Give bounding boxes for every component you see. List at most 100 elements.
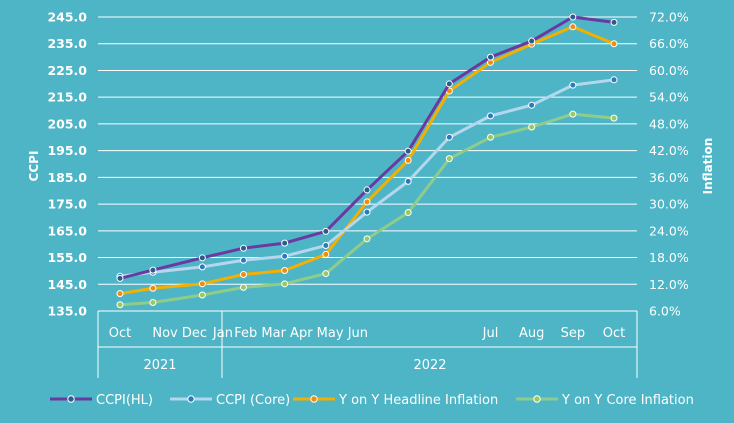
data-point [281, 266, 289, 274]
right-tick-label: 12.0% [649, 277, 689, 292]
legend-marker [533, 395, 541, 403]
data-point [149, 284, 157, 292]
plot-area [116, 13, 618, 309]
data-point [363, 186, 371, 194]
x-tick-label: Feb Mar Apr May Jun [234, 326, 368, 341]
right-tick-label: 18.0% [649, 250, 689, 265]
left-tick-label: 135.0 [47, 304, 87, 319]
right-tick-label: 36.0% [649, 170, 689, 185]
data-point [322, 242, 330, 250]
right-tick-label: 42.0% [649, 143, 689, 158]
data-point [116, 274, 124, 282]
data-point [445, 155, 453, 163]
series-0 [116, 13, 618, 282]
left-tick-label: 205.0 [47, 116, 87, 131]
right-tick-label: 48.0% [649, 116, 689, 131]
data-point [198, 280, 206, 288]
right-tick-label: 72.0% [649, 10, 689, 25]
right-tick-label: 60.0% [649, 63, 689, 78]
data-point [363, 208, 371, 216]
x-tick-label: Jul [482, 326, 499, 341]
data-point [149, 266, 157, 274]
data-point [610, 18, 618, 26]
series-line [119, 78, 615, 278]
data-point [569, 13, 577, 21]
left-tick-label: 215.0 [47, 90, 87, 105]
x-tick-label: Nov Dec [152, 326, 207, 341]
data-point [569, 81, 577, 89]
series-1 [116, 76, 618, 280]
data-point [116, 301, 124, 309]
right-axis-label: Inflation [701, 138, 715, 195]
series-line [119, 25, 615, 296]
year-label: 2022 [413, 358, 446, 373]
data-point [569, 110, 577, 118]
left-tick-label: 225.0 [47, 63, 87, 78]
legend-item: Y on Y Core Inflation [516, 393, 694, 408]
x-tick-label: Oct [109, 326, 131, 341]
data-point [240, 256, 247, 264]
data-point [363, 235, 371, 243]
data-point [528, 37, 536, 45]
legend: CCPI(HL) CCPI (Core) Y on Y Headline Infla… [50, 393, 694, 408]
legend-item: CCPI(HL) [50, 393, 153, 408]
legend-label: Y on Y Core Inflation [561, 393, 694, 408]
left-tick-label: 185.0 [47, 170, 87, 185]
data-point [322, 227, 330, 235]
legend-marker [67, 395, 75, 403]
left-tick-label: 195.0 [47, 143, 87, 158]
left-axis-label: CCPI [27, 151, 41, 182]
x-tick-label: Aug [519, 326, 544, 341]
series-2 [116, 23, 618, 298]
x-tick-label: Oct [603, 326, 625, 341]
left-tick-label: 165.0 [47, 223, 87, 238]
gridlines [98, 16, 637, 312]
left-tick-label: 245.0 [47, 10, 87, 25]
data-point [322, 250, 330, 258]
legend-label: CCPI (Core) [216, 393, 290, 408]
data-point [404, 147, 412, 155]
data-point [404, 156, 412, 164]
data-point [240, 244, 247, 252]
left-axis-ticks: 135.0 145.0 155.0 165.0 175.0 185.0 195.0 205.0… [47, 10, 87, 319]
data-point [445, 133, 453, 141]
data-point [198, 291, 206, 299]
data-point [610, 40, 618, 48]
legend-label: Y on Y Headline Inflation [338, 393, 498, 408]
series-3 [116, 110, 618, 309]
legend-label: CCPI(HL) [96, 393, 153, 408]
data-point [445, 80, 453, 88]
right-tick-label: 6.0% [649, 304, 681, 319]
x-tick-label: Sep [561, 326, 586, 341]
left-tick-label: 145.0 [47, 277, 87, 292]
data-point [240, 270, 247, 278]
legend-item: CCPI (Core) [170, 393, 290, 408]
data-point [240, 283, 247, 291]
right-axis-ticks: 6.0% 12.0% 18.0% 24.0% 30.0% 36.0% 42.0% 48.0% 5… [649, 10, 689, 319]
data-point [528, 101, 536, 109]
legend-marker [310, 395, 318, 403]
data-point [149, 299, 157, 307]
data-point [487, 112, 494, 120]
left-tick-label: 175.0 [47, 197, 87, 212]
data-point [404, 177, 412, 185]
data-point [610, 114, 618, 122]
right-tick-label: 66.0% [649, 36, 689, 51]
data-point [528, 123, 536, 131]
data-point [404, 209, 412, 217]
data-point [363, 198, 371, 206]
data-point [610, 76, 618, 84]
right-tick-label: 54.0% [649, 90, 689, 105]
legend-marker [187, 395, 195, 403]
left-tick-label: 235.0 [47, 36, 87, 51]
right-tick-label: 24.0% [649, 223, 689, 238]
data-point [198, 263, 206, 271]
data-point [281, 252, 289, 260]
year-label: 2021 [143, 358, 176, 373]
data-point [487, 133, 494, 141]
data-point [322, 270, 330, 278]
data-point [487, 53, 494, 61]
data-point [281, 239, 289, 247]
left-tick-label: 155.0 [47, 250, 87, 265]
